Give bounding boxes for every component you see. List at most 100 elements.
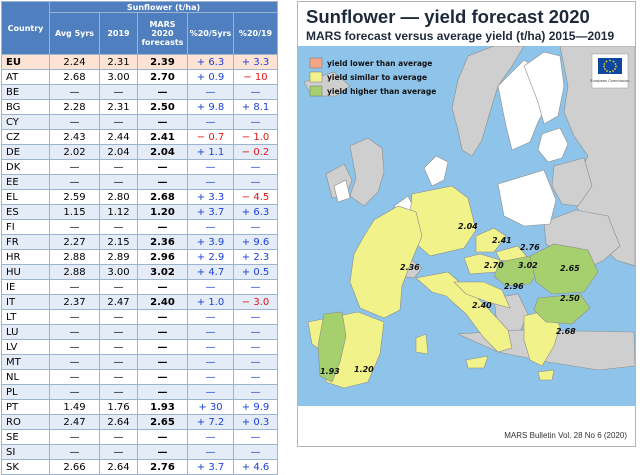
region-croatia — [453, 281, 511, 309]
y2019-cell: — — [99, 219, 138, 235]
legend-swatch-higher — [309, 85, 323, 97]
pct5-cell: — — [187, 444, 234, 460]
pct5-cell: — — [187, 219, 234, 235]
label-it: 2.40 — [472, 301, 492, 310]
country-code-cell: DK — [1, 159, 50, 175]
y2019-column-header: 2019 — [99, 12, 138, 55]
country-code-cell: LV — [1, 339, 50, 355]
denmark — [423, 155, 449, 187]
table-row: ES 1.15 1.12 1.20 + 3.7 + 6.3 — [1, 204, 279, 220]
table-row: DE 2.02 2.04 2.04 + 1.1− 0.2 — [1, 144, 279, 160]
avg5-cell: — — [49, 444, 100, 460]
label-at: 2.70 — [484, 261, 504, 270]
table-row: DK — — — — — — [1, 159, 279, 175]
y2019-cell: 2.47 — [99, 294, 138, 310]
avg5-cell: 2.59 — [49, 189, 100, 205]
y2019-cell: — — [99, 354, 138, 370]
label-sk: 2.76 — [520, 243, 540, 252]
forecast-cell: — — [137, 444, 188, 460]
table-row: EU 2.24 2.31 2.39 + 6.3 + 3.3 — [1, 54, 279, 70]
pct19-cell: — — [232, 384, 279, 400]
pct5-cell: + 1.1 — [187, 144, 234, 160]
y2019-cell: — — [99, 339, 138, 355]
country-code-cell: PL — [1, 384, 50, 400]
country-code-cell: SI — [1, 444, 50, 460]
region-sicily — [465, 355, 489, 369]
pct5-cell: + 4.7 — [187, 264, 234, 280]
avg5-column-header: Avg 5yrs — [49, 12, 100, 55]
forecast-cell: 2.50 — [137, 99, 188, 115]
avg5-cell: 2.66 — [49, 459, 100, 475]
forecast-cell: — — [137, 339, 188, 355]
pct19-cell: + 6.3 — [232, 204, 279, 220]
forecast-header-line1: MARS — [149, 20, 176, 29]
forecast-cell: — — [137, 174, 188, 190]
pct19-cell: — — [232, 324, 279, 340]
map-value-labels: 1.93 1.20 2.36 2.04 2.41 2.76 2.70 3.02 … — [320, 222, 580, 376]
table-row: BE — — — — — — [1, 84, 279, 100]
forecast-cell: — — [137, 279, 188, 295]
country-code-cell: EL — [1, 189, 50, 205]
avg5-cell: — — [49, 279, 100, 295]
table-row: EE — — — — — — [1, 174, 279, 190]
forecast-cell: — — [137, 84, 188, 100]
table-row: CZ 2.43 2.44 2.41− 0.7− 1.0 — [1, 129, 279, 145]
pct5-cell: + 6.3 — [187, 54, 234, 70]
y2019-cell: 2.31 — [99, 54, 138, 70]
region-france — [349, 205, 423, 319]
table-row: MT — — — — — — [1, 354, 279, 370]
table-row: NL — — — — — — [1, 369, 279, 385]
yield-table: Country Sunflower (t/ha) Avg 5yrs 2019 M… — [1, 1, 279, 475]
country-code-cell: CZ — [1, 129, 50, 145]
table-row: AT 2.68 3.00 2.70 + 0.9− 10 — [1, 69, 279, 85]
country-code-cell: PT — [1, 399, 50, 415]
y2019-cell: 2.64 — [99, 459, 138, 475]
table-row: IT 2.37 2.47 2.40 + 1.0− 3.0 — [1, 294, 279, 310]
legend-swatch-similar — [309, 71, 323, 83]
avg5-cell: 2.24 — [49, 54, 100, 70]
pct19-cell: + 3.3 — [232, 54, 279, 70]
table-body: EU 2.24 2.31 2.39 + 6.3 + 3.3 AT 2.68 3.00 2.70 + … — [1, 54, 279, 475]
y2019-cell: — — [99, 309, 138, 325]
label-cz: 2.41 — [492, 236, 512, 245]
pct19-cell: — — [232, 279, 279, 295]
forecast-cell: 2.96 — [137, 249, 188, 265]
label-hu: 3.02 — [518, 261, 538, 270]
table-row: PT 1.49 1.76 1.93 + 30 + 9.9 — [1, 399, 279, 415]
country-code-cell: EU — [1, 54, 50, 70]
country-code-cell: SE — [1, 429, 50, 445]
avg5-cell: — — [49, 174, 100, 190]
forecast-cell: 2.41 — [137, 129, 188, 145]
pct5-cell: + 3.7 — [187, 459, 234, 475]
y2019-cell: 3.00 — [99, 69, 138, 85]
pct5-cell: — — [187, 84, 234, 100]
pct19-cell: + 2.3 — [232, 249, 279, 265]
avg5-cell: 2.88 — [49, 249, 100, 265]
region-portugal — [317, 311, 347, 383]
avg5-cell: — — [49, 339, 100, 355]
pct5-cell: — — [187, 159, 234, 175]
pct19-cell: + 9.6 — [232, 234, 279, 250]
legend-label-similar: yield similar to average — [327, 73, 427, 82]
pct19-cell: − 0.2 — [232, 144, 279, 160]
y2019-cell: — — [99, 159, 138, 175]
y2019-cell: 1.12 — [99, 204, 138, 220]
country-code-cell: HU — [1, 264, 50, 280]
country-code-cell: IE — [1, 279, 50, 295]
country-code-cell: HR — [1, 249, 50, 265]
forecast-cell: 2.04 — [137, 144, 188, 160]
pct5-cell: + 3.3 — [187, 189, 234, 205]
forecast-header-line2: 2020 — [151, 29, 174, 38]
forecast-cell: — — [137, 369, 188, 385]
y2019-cell: — — [99, 84, 138, 100]
country-code-cell: LU — [1, 324, 50, 340]
legend-label-higher: yield higher than average — [327, 87, 436, 96]
label-es: 1.20 — [354, 365, 374, 374]
pct19-cell: — — [232, 219, 279, 235]
pct19-cell: — — [232, 354, 279, 370]
y2019-cell: — — [99, 174, 138, 190]
avg5-cell: — — [49, 114, 100, 130]
avg5-cell: — — [49, 219, 100, 235]
country-code-cell: RO — [1, 414, 50, 430]
avg5-cell: 2.47 — [49, 414, 100, 430]
